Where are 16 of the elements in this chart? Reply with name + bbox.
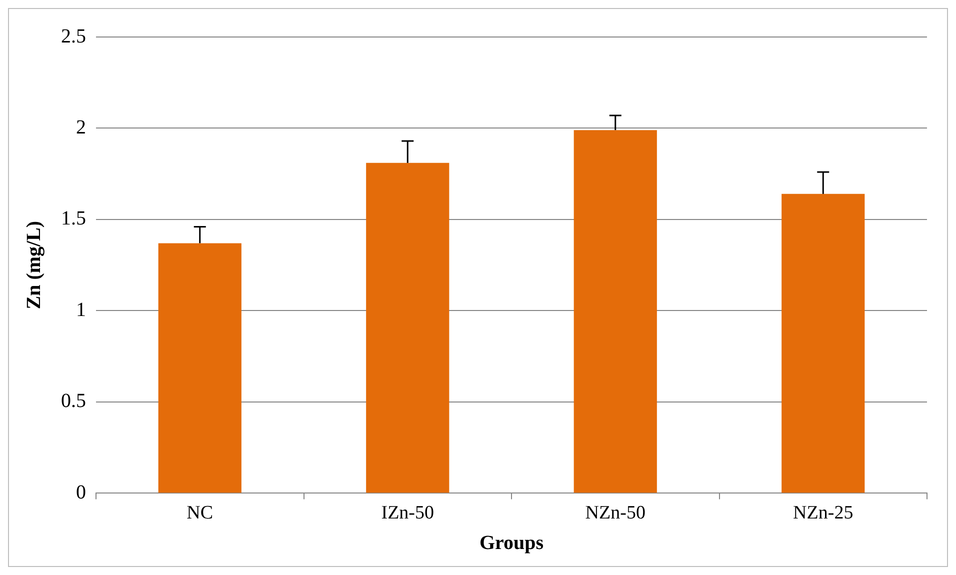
y-tick-label: 2.5: [61, 25, 86, 48]
bar: [366, 162, 450, 493]
bar: [782, 194, 865, 493]
x-tick-label: IZn-50: [381, 502, 434, 524]
y-tick-label: 0.5: [61, 390, 86, 412]
bar: [158, 243, 242, 493]
y-tick-label: 2: [76, 116, 86, 138]
x-tick-label: NC: [186, 502, 214, 524]
bar: [574, 130, 657, 493]
x-tick-label: NZn-50: [585, 502, 646, 524]
y-tick-label: 1.5: [61, 208, 86, 230]
x-tick-label: NZn-25: [793, 502, 854, 524]
y-tick-label: 1: [76, 298, 86, 321]
x-axis-title: Groups: [479, 532, 544, 554]
y-tick-label: 0: [76, 481, 86, 504]
y-axis-title: Zn (mg/L): [23, 220, 46, 310]
